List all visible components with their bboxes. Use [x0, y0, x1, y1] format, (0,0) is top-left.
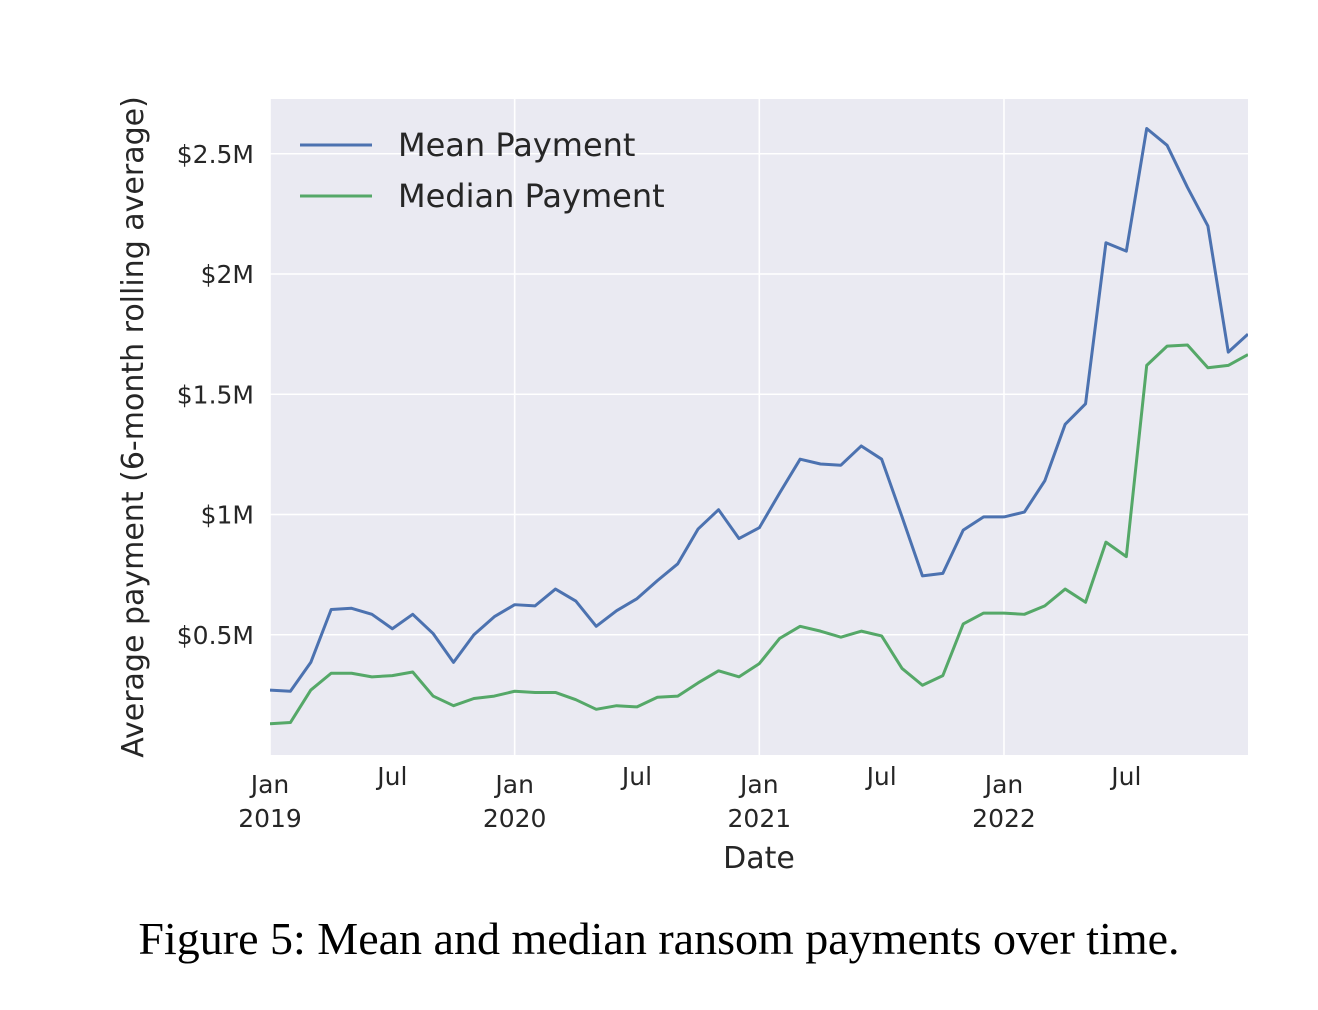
x-tick-label: Jan [983, 770, 1024, 799]
mean-payment-line [270, 127, 1248, 693]
y-tick-label: $1.5M [177, 380, 254, 409]
median-payment-line [270, 343, 1248, 726]
x-tick-year-label: 2020 [483, 804, 547, 833]
x-tick-year-label: 2022 [972, 804, 1036, 833]
y-tick-label: $0.5M [177, 621, 254, 650]
x-tick-label: Jul [620, 762, 652, 791]
x-tick-labels: Jan 2019 Jul Jan 2020 Jul Jan 2021 Jul Jan 2022 Jul [238, 762, 1141, 833]
vertical-grid [269, 99, 1005, 755]
horizontal-grid [270, 152, 1248, 636]
y-tick-label: $1M [201, 501, 254, 530]
x-tick-label: Jan [493, 770, 534, 799]
y-tick-label: $2.5M [177, 140, 254, 169]
legend-label-median: Median Payment [398, 177, 665, 215]
y-tick-labels: $0.5M $1M $1.5M $2M $2.5M [177, 140, 254, 650]
x-tick-year-label: 2019 [238, 804, 302, 833]
y-axis-label: Average payment (6-month rolling average… [116, 96, 151, 758]
x-tick-label: Jul [865, 762, 897, 791]
x-tick-label: Jan [738, 770, 779, 799]
x-tick-year-label: 2021 [728, 804, 792, 833]
legend-label-mean: Mean Payment [398, 126, 635, 164]
legend: Mean Payment Median Payment [300, 126, 665, 215]
x-tick-label: Jul [375, 762, 407, 791]
x-tick-label: Jul [1109, 762, 1141, 791]
x-tick-label: Jan [249, 770, 290, 799]
x-axis-label: Date [723, 841, 795, 876]
y-tick-label: $2M [201, 260, 254, 289]
figure-caption: Figure 5: Mean and median ransom payment… [138, 913, 1180, 964]
series-lines [270, 127, 1248, 726]
